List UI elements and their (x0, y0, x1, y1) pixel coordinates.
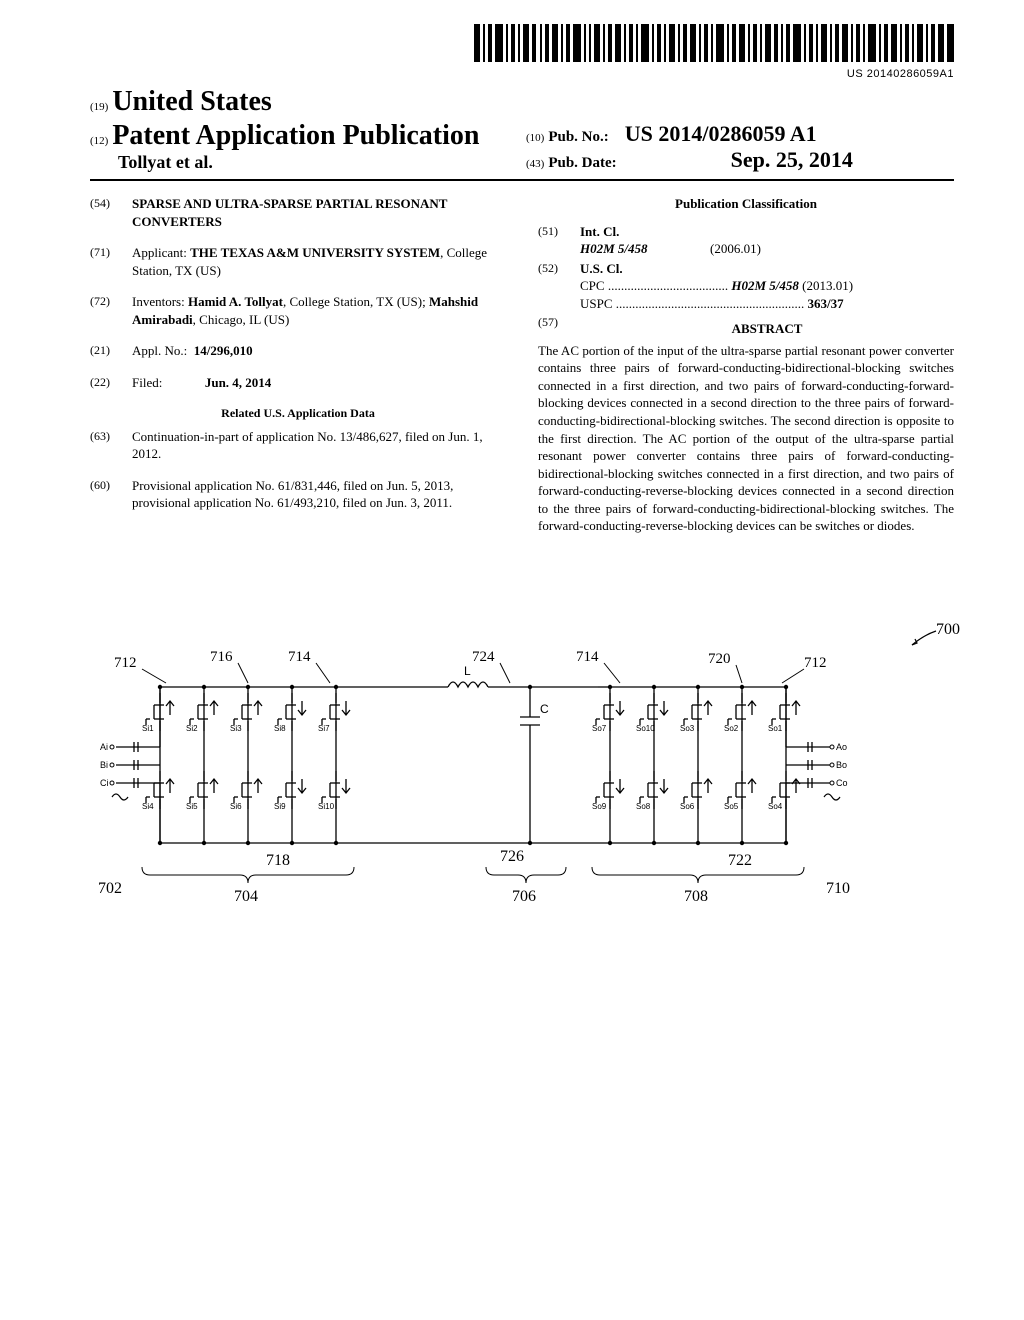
svg-text:716: 716 (210, 649, 233, 665)
code-21: (21) (90, 342, 132, 360)
svg-text:722: 722 (728, 852, 752, 869)
uscl-label: U.S. Cl. (580, 261, 623, 276)
svg-text:Si6: Si6 (230, 802, 242, 811)
code-52: (52) (538, 260, 580, 313)
svg-text:Si5: Si5 (186, 802, 198, 811)
code-57: (57) (538, 314, 580, 342)
svg-text:712: 712 (804, 655, 827, 671)
svg-text:So6: So6 (680, 802, 695, 811)
intcl-class: H02M 5/458 (580, 241, 648, 256)
applicant-name: THE TEXAS A&M UNIVERSITY SYSTEM (190, 245, 440, 260)
inventor-1: Hamid A. Tollyat (188, 294, 283, 309)
pubno-value: US 2014/0286059 A1 (625, 121, 817, 146)
code-63: (63) (90, 428, 132, 463)
svg-text:Si4: Si4 (142, 802, 154, 811)
svg-text:Ai: Ai (100, 742, 108, 752)
svg-text:Ci: Ci (100, 778, 109, 788)
svg-text:Si2: Si2 (186, 724, 198, 733)
svg-text:So5: So5 (724, 802, 739, 811)
svg-text:Si1: Si1 (142, 724, 154, 733)
code-43: (43) (526, 158, 544, 170)
barcode-number: US 20140286059A1 (90, 68, 954, 80)
svg-text:720: 720 (708, 651, 731, 667)
figure-700: Si1 Si4 Si2 Si5 Si3 Si6 Si8 Si9 Si7 Si10 So7 So9 So1… (90, 645, 954, 935)
country-name: United States (112, 86, 271, 117)
label-21: Appl. No.: (132, 343, 187, 358)
svg-text:708: 708 (684, 888, 708, 905)
svg-text:714: 714 (576, 649, 599, 665)
intcl-date: (2006.01) (710, 241, 761, 256)
inventor-2-loc: , Chicago, IL (US) (193, 312, 290, 327)
svg-text:Bi: Bi (100, 760, 108, 770)
code-51: (51) (538, 223, 580, 258)
svg-text:Si7: Si7 (318, 724, 330, 733)
svg-text:710: 710 (826, 880, 850, 897)
svg-text:Ao: Ao (836, 742, 847, 752)
intcl-label: Int. Cl. (580, 224, 619, 239)
cpc-value: H02M 5/458 (731, 278, 799, 293)
svg-text:718: 718 (266, 852, 290, 869)
pc-title: Publication Classification (538, 195, 954, 213)
svg-text:714: 714 (288, 649, 311, 665)
header-rule (90, 179, 954, 181)
text-63: Continuation-in-part of application No. … (132, 428, 506, 463)
svg-text:So3: So3 (680, 724, 695, 733)
svg-text:So10: So10 (636, 724, 655, 733)
code-22: (22) (90, 374, 132, 392)
svg-text:Si8: Si8 (274, 724, 286, 733)
pub-type: Patent Application Publication (112, 120, 479, 151)
pubdate-label: Pub. Date: (548, 155, 616, 171)
text-60: Provisional application No. 61/831,446, … (132, 477, 506, 512)
svg-text:So7: So7 (592, 724, 607, 733)
code-10: (10) (526, 132, 544, 144)
svg-text:Bo: Bo (836, 760, 847, 770)
svg-text:Si3: Si3 (230, 724, 242, 733)
code-19: (19) (90, 101, 108, 113)
label-72: Inventors: (132, 294, 185, 309)
uspc-label: USPC (580, 296, 613, 311)
authors: Tollyat et al. (118, 152, 213, 172)
uspc-value: 363/37 (808, 296, 844, 311)
svg-text:C: C (540, 702, 549, 716)
barcode-block: US 20140286059A1 (90, 24, 954, 80)
svg-text:Si9: Si9 (274, 802, 286, 811)
label-71: Applicant: (132, 245, 187, 260)
svg-text:726: 726 (500, 848, 524, 865)
barcode-graphic (474, 24, 954, 62)
abstract-text: The AC portion of the input of the ultra… (538, 342, 954, 535)
svg-text:So1: So1 (768, 724, 783, 733)
pubno-label: Pub. No.: (548, 129, 608, 145)
svg-text:706: 706 (512, 888, 536, 905)
label-22: Filed: (132, 375, 162, 390)
svg-text:So4: So4 (768, 802, 783, 811)
svg-text:712: 712 (114, 655, 137, 671)
cpc-label: CPC (580, 278, 605, 293)
uspc-dots: ........................................… (616, 296, 808, 311)
related-title: Related U.S. Application Data (90, 405, 506, 421)
code-54: (54) (90, 195, 132, 230)
svg-text:704: 704 (234, 888, 258, 905)
svg-text:So8: So8 (636, 802, 651, 811)
svg-text:702: 702 (98, 880, 122, 897)
inventor-1-loc: , College Station, TX (US); (283, 294, 429, 309)
code-60: (60) (90, 477, 132, 512)
applno-value: 14/296,010 (194, 343, 253, 358)
svg-text:724: 724 (472, 649, 495, 665)
code-72: (72) (90, 293, 132, 328)
filed-value: Jun. 4, 2014 (205, 375, 271, 390)
pubdate-value: Sep. 25, 2014 (731, 147, 853, 172)
abstract-title: ABSTRACT (580, 320, 954, 338)
svg-text:So9: So9 (592, 802, 607, 811)
cpc-date: (2013.01) (802, 278, 853, 293)
cpc-dots: ..................................... (608, 278, 732, 293)
svg-text:So2: So2 (724, 724, 739, 733)
code-71: (71) (90, 244, 132, 279)
svg-text:Si10: Si10 (318, 802, 335, 811)
code-12: (12) (90, 135, 108, 147)
svg-text:Co: Co (836, 778, 848, 788)
svg-text:L: L (464, 664, 471, 678)
title-54: SPARSE AND ULTRA-SPARSE PARTIAL RESONANT… (132, 195, 506, 230)
ref-700: 700 (936, 621, 960, 639)
